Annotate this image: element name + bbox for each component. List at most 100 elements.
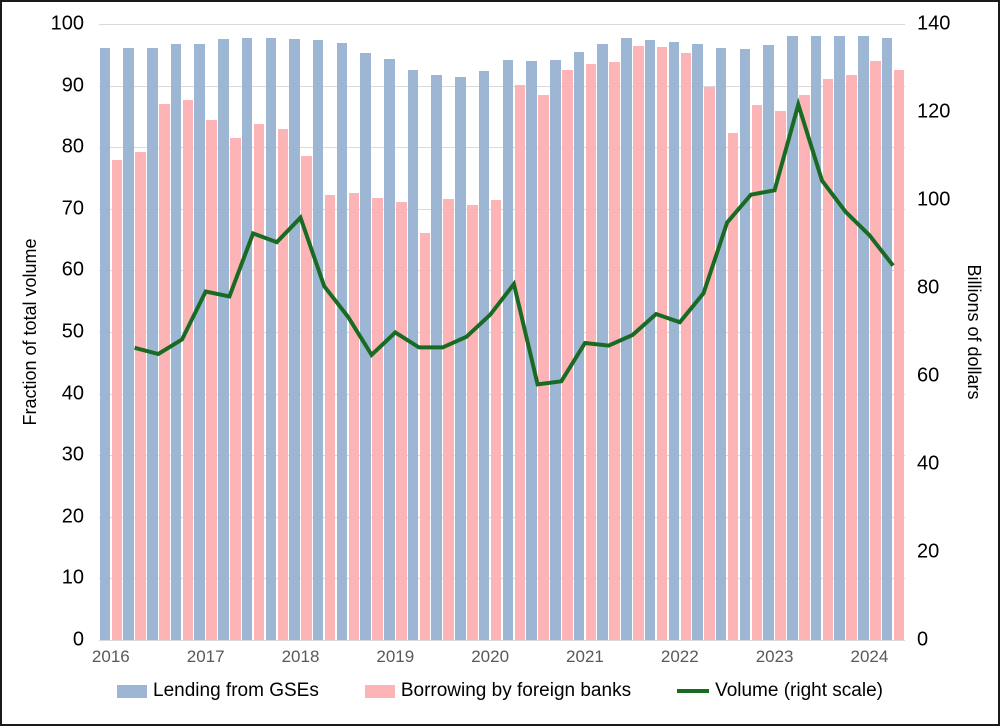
x-tick-label-2023: 2023 (755, 647, 794, 666)
bar (775, 110, 786, 640)
bar (787, 36, 798, 640)
bar-group-2021-Q1 (573, 24, 597, 640)
bar (692, 43, 703, 640)
x-tick-label-2021: 2021 (566, 647, 604, 666)
left-y-tick-label: 10 (61, 566, 84, 589)
bar-group-2018-Q3 (336, 24, 360, 640)
bar (751, 105, 763, 640)
bar-group-2022-Q2 (692, 24, 716, 640)
bar-group-2018-Q1 (289, 24, 313, 640)
x-tick-label-2022: 2022 (660, 647, 699, 666)
bar (680, 52, 692, 640)
bar (858, 36, 869, 640)
bar-group-2024-Q1 (858, 24, 882, 640)
bar (99, 48, 111, 640)
bar-group-2023-Q3 (810, 24, 834, 640)
legend-label-borrowing-foreign-banks: Borrowing by foreign banks (400, 680, 632, 701)
left-y-tick-label: 0 (72, 628, 84, 651)
x-tick-label-2016: 2016 (91, 647, 130, 666)
bar-group-2018-Q2 (312, 24, 336, 640)
right-y-tick-label: 60 (917, 364, 940, 387)
right-y-tick-label: 100 (917, 188, 951, 211)
bar (490, 200, 502, 640)
right-y-tick-label: 80 (917, 276, 940, 299)
left-y-tick-label: 50 (61, 320, 84, 343)
bar (810, 36, 822, 640)
legend-item-lending-gses: Lending from GSEs (117, 680, 319, 702)
bar (312, 40, 324, 640)
bar (799, 95, 810, 640)
bar-group-2021-Q4 (644, 24, 668, 640)
bar-group-2023-Q4 (834, 24, 858, 640)
bar (478, 70, 490, 640)
bar (384, 59, 395, 640)
gridline-60 (99, 270, 905, 272)
gridline-10 (99, 578, 905, 580)
bar (514, 84, 526, 640)
bar (633, 45, 644, 640)
right-axis-title: Billions of dollars (964, 264, 984, 400)
gridline-20 (99, 516, 905, 518)
legend: Lending from GSEs Borrowing by foreign b… (2, 680, 998, 702)
bar (644, 40, 656, 640)
bar-group-2020-Q1 (478, 24, 502, 640)
x-tick-label-2019: 2019 (376, 647, 415, 666)
bar (715, 48, 727, 640)
bar (550, 59, 561, 640)
bar (396, 202, 407, 640)
bar-group-2021-Q2 (597, 24, 621, 640)
bar (822, 79, 834, 640)
bar (562, 69, 573, 640)
bar-group-2022-Q3 (715, 24, 739, 640)
bar-group-2017-Q2 (218, 24, 242, 640)
right-y-tick-label: 0 (917, 628, 929, 651)
bar (656, 47, 668, 640)
bar (419, 232, 431, 640)
bar (218, 39, 229, 640)
left-y-tick-label: 70 (61, 197, 84, 220)
right-y-tick-label: 140 (917, 12, 951, 35)
bar (467, 204, 478, 640)
bar-group-2022-Q1 (668, 24, 692, 640)
volume-line (134, 97, 895, 387)
legend-label-volume: Volume (right scale) (715, 680, 883, 701)
left-y-tick-label: 100 (50, 12, 84, 35)
bar (407, 69, 419, 640)
legend-line-swatch-volume (677, 689, 710, 693)
bar-group-2019-Q2 (407, 24, 431, 640)
bar-group-2020-Q4 (549, 24, 573, 640)
legend-swatch-borrowing-foreign-banks (364, 684, 395, 698)
legend-item-volume: Volume (right scale) (677, 680, 883, 702)
gridline-40 (99, 393, 905, 395)
bar (253, 123, 265, 640)
bar-group-2019-Q4 (455, 24, 479, 640)
gridline-80 (99, 147, 905, 149)
bar (870, 60, 881, 640)
legend-swatch-lending-gses (117, 684, 148, 698)
right-y-tick-label: 40 (917, 452, 940, 475)
gridline-90 (99, 85, 905, 87)
gridline-0 (99, 640, 905, 641)
right-y-axis: 0 20 40 60 80 100 120 140 (915, 13, 995, 651)
bar (135, 151, 146, 640)
legend-item-borrowing-foreign-banks: Borrowing by foreign banks (364, 680, 632, 702)
bar (372, 197, 383, 640)
bar-group-2022-Q4 (739, 24, 763, 640)
volume-polyline (134, 97, 895, 387)
bar-group-2020-Q2 (502, 24, 526, 640)
plot-area (99, 24, 905, 641)
left-y-tick-label: 30 (61, 443, 84, 466)
bar (727, 133, 739, 640)
x-tick-label-2020: 2020 (471, 647, 510, 666)
gridline-70 (99, 208, 905, 210)
bar (455, 76, 466, 640)
bar (324, 194, 336, 640)
legend-label-lending-gses: Lending from GSEs (153, 680, 319, 701)
bar (230, 137, 241, 640)
left-y-tick-label: 60 (61, 258, 84, 281)
left-y-tick-label: 90 (61, 74, 84, 97)
bar-group-2017-Q3 (241, 24, 265, 640)
bar (893, 70, 905, 640)
bar-group-2023-Q1 (763, 24, 787, 640)
